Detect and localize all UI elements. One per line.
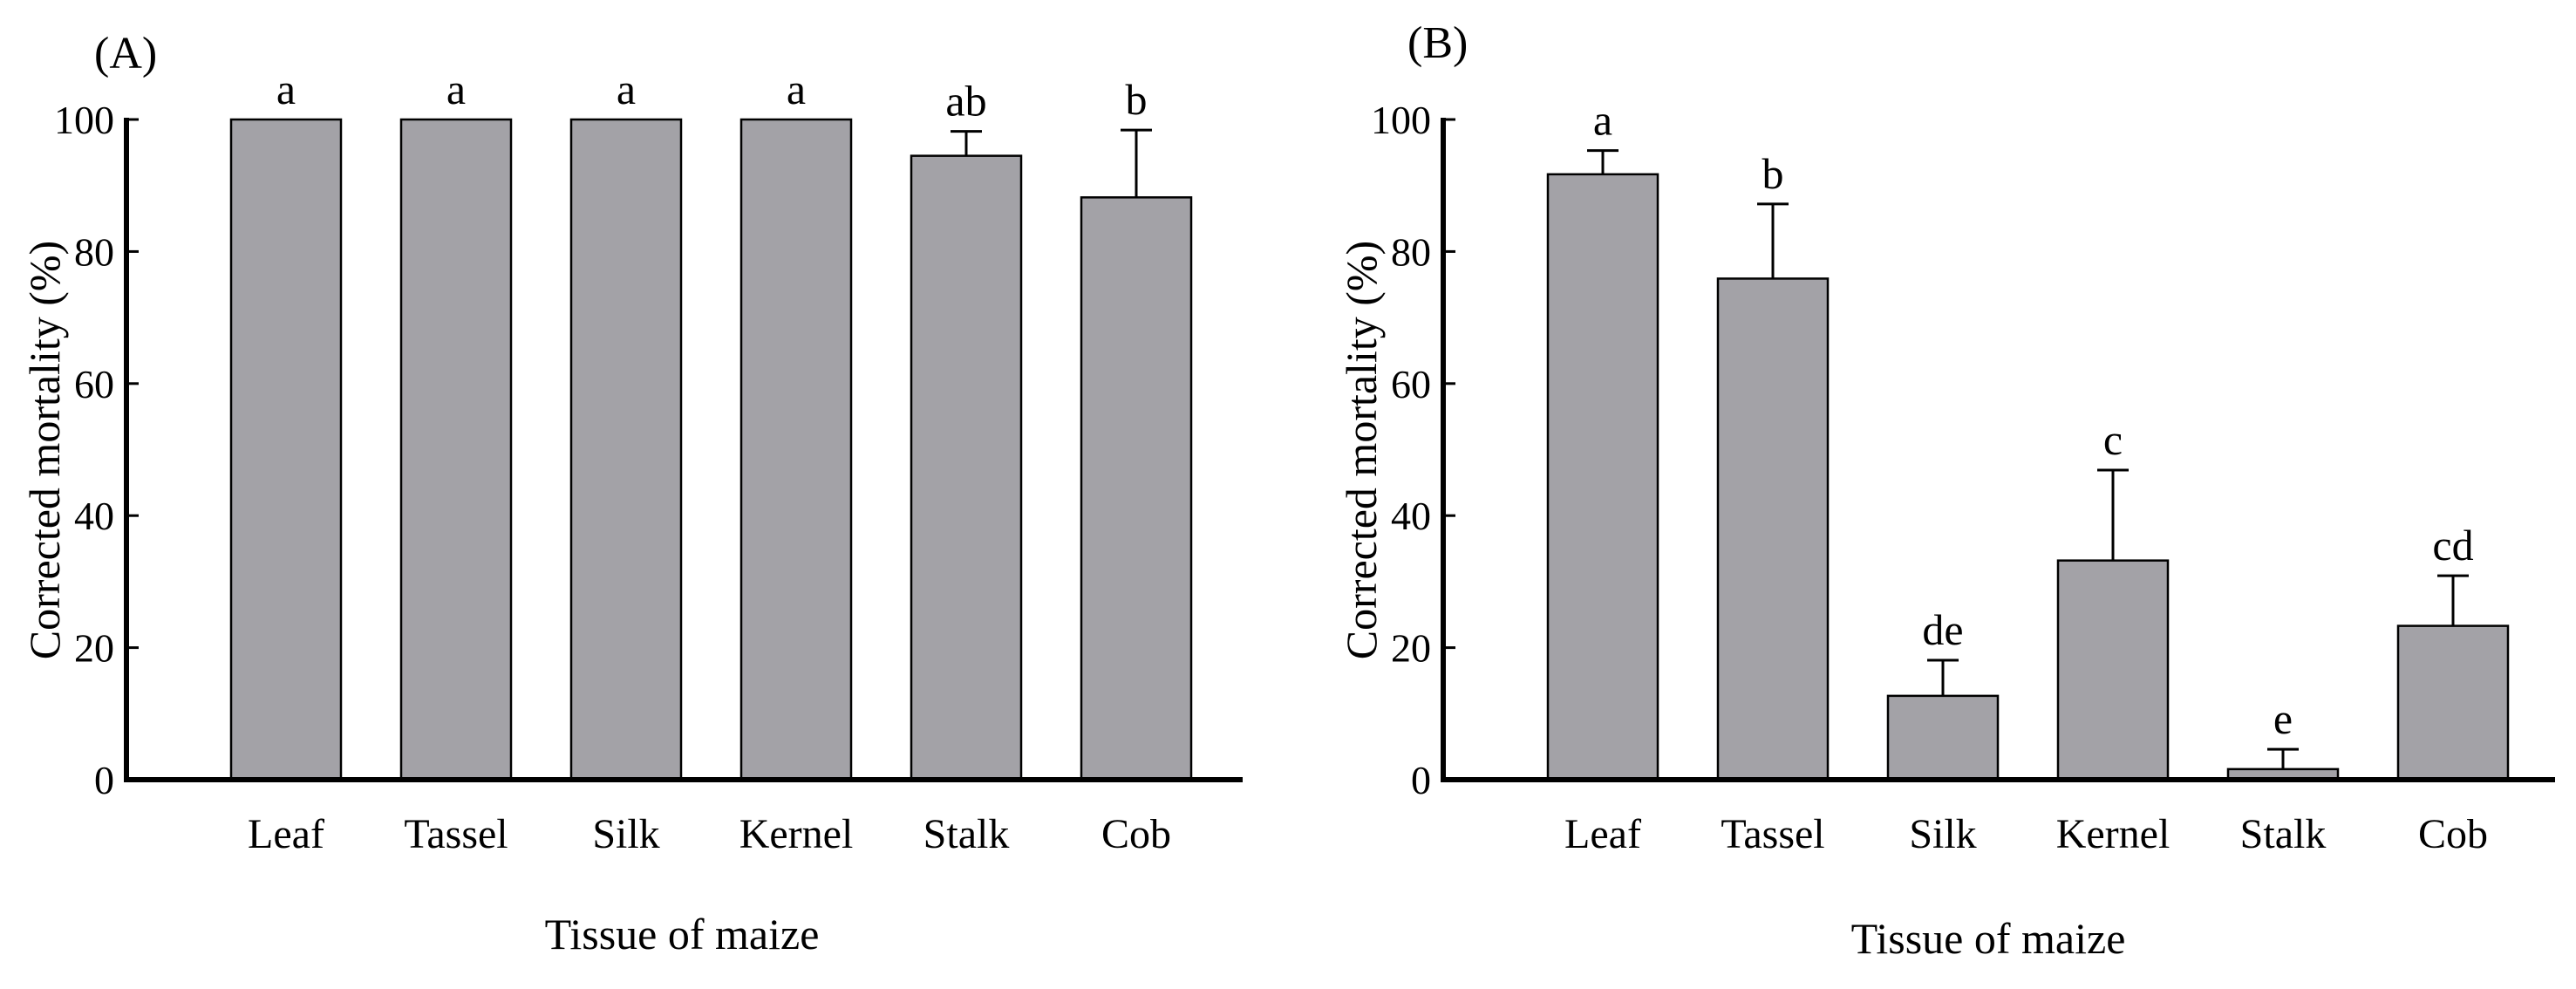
significance-label-a-tassel: a — [446, 65, 466, 113]
panel-b: (B) Corrected mortality (%) Tissue of ma… — [1337, 18, 2555, 963]
y-axis-title-b: Corrected mortality (%) — [1337, 241, 1386, 659]
y-tick-label-a-100: 100 — [54, 98, 114, 142]
significance-label-b-leaf: a — [1593, 96, 1612, 145]
y-tick-label-b-20: 20 — [1391, 626, 1431, 671]
category-label-b-stalk: Stalk — [2240, 811, 2327, 857]
significance-label-b-tassel: b — [1762, 149, 1784, 198]
y-tick-label-b-100: 100 — [1371, 98, 1431, 142]
significance-label-a-silk: a — [617, 65, 636, 113]
y-tick-label-b-80: 80 — [1391, 229, 1431, 274]
y-tick-label-a-20: 20 — [74, 626, 114, 671]
significance-label-b-kernel: c — [2103, 415, 2123, 464]
bar-a-silk — [569, 118, 683, 781]
bar-a-leaf — [229, 118, 343, 781]
bar-b-leaf — [1546, 173, 1659, 781]
bar-b-kernel — [2056, 559, 2170, 781]
category-label-b-kernel: Kernel — [2056, 811, 2171, 857]
y-tick-label-a-40: 40 — [74, 494, 114, 538]
y-tick-label-b-40: 40 — [1391, 494, 1431, 538]
category-label-b-leaf: Leaf — [1564, 811, 1641, 857]
panel-label-a: (A) — [94, 29, 157, 78]
category-label-a-tassel: Tassel — [404, 811, 508, 857]
y-tick-label-a-0: 0 — [94, 758, 114, 802]
significance-label-a-cob: b — [1126, 75, 1148, 124]
significance-label-b-cob: cd — [2432, 521, 2473, 570]
bar-b-silk — [1886, 694, 2000, 781]
bar-a-stalk — [910, 154, 1023, 781]
category-label-b-silk: Silk — [1909, 811, 1976, 857]
y-axis-title-a: Corrected mortality (%) — [20, 241, 69, 659]
bar-a-tassel — [399, 118, 513, 781]
significance-label-b-stalk: e — [2273, 694, 2293, 743]
significance-label-b-silk: de — [1922, 605, 1963, 654]
panel-a: (A) Corrected mortality (%) Tissue of ma… — [20, 29, 1243, 958]
y-tick-label-a-80: 80 — [74, 229, 114, 274]
bar-b-cob — [2396, 624, 2510, 781]
bar-a-cob — [1080, 196, 1193, 781]
y-tick-label-b-0: 0 — [1411, 758, 1431, 802]
x-axis-title-b: Tissue of maize — [1851, 914, 2126, 963]
significance-label-a-leaf: a — [276, 65, 296, 113]
panel-label-b: (B) — [1407, 18, 1468, 68]
bar-b-tassel — [1716, 277, 1830, 781]
category-label-a-silk: Silk — [592, 811, 659, 857]
category-label-a-stalk: Stalk — [923, 811, 1010, 857]
bar-a-kernel — [739, 118, 853, 781]
category-label-b-cob: Cob — [2418, 811, 2488, 857]
significance-label-a-stalk: ab — [945, 77, 986, 126]
category-label-a-cob: Cob — [1101, 811, 1171, 857]
significance-label-a-kernel: a — [787, 65, 806, 113]
y-tick-label-b-60: 60 — [1391, 362, 1431, 406]
category-label-b-tassel: Tassel — [1721, 811, 1824, 857]
category-label-a-leaf: Leaf — [248, 811, 324, 857]
y-tick-label-a-60: 60 — [74, 362, 114, 406]
x-axis-title-a: Tissue of maize — [545, 910, 820, 958]
category-label-a-kernel: Kernel — [739, 811, 854, 857]
